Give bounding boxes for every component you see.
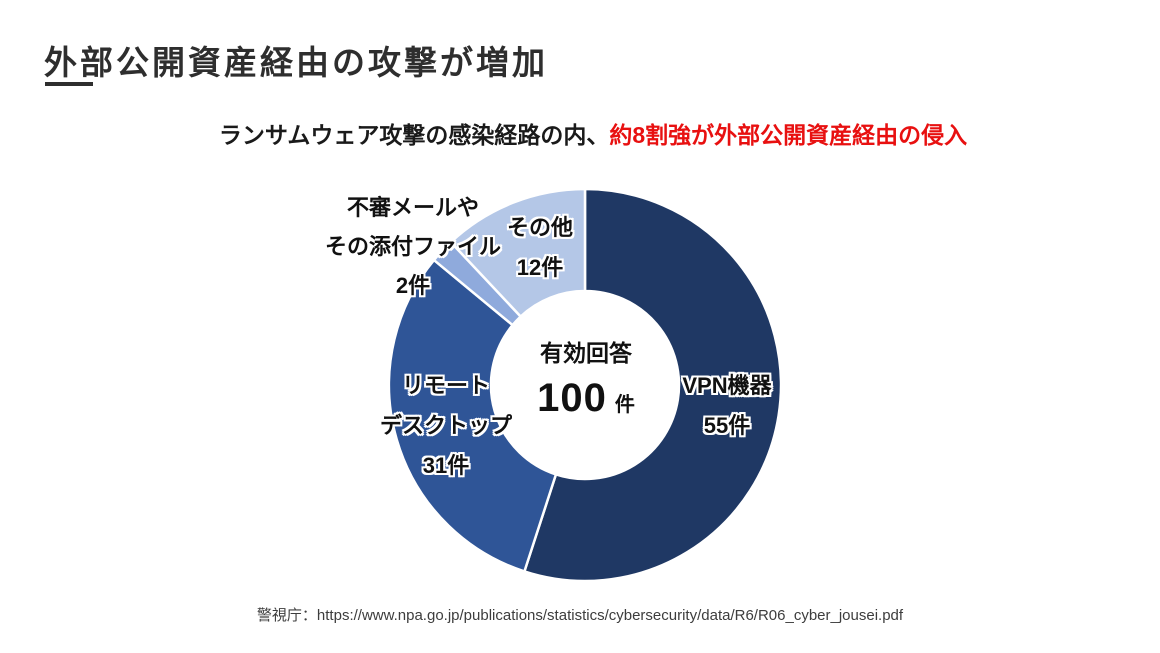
donut-segment-remote-desktop bbox=[387, 258, 558, 573]
subtitle: ランサムウェア攻撃の感染経路の内、約8割強が外部公開資産経由の侵入 bbox=[13, 116, 1160, 150]
center-label-unit: 件 bbox=[614, 394, 635, 416]
donut-center-label: 有効回答 100 件 bbox=[476, 336, 696, 429]
segment-label-mail-line1: 不審メールや bbox=[346, 195, 479, 220]
segment-label-vpn: VPN機器 55件 bbox=[627, 366, 827, 446]
segment-label-vpn-value: 55件 bbox=[703, 413, 751, 438]
subtitle-normal: ランサムウェア攻撃の感染経路の内、 bbox=[218, 122, 610, 148]
page-title: 外部公開資産経由の攻撃が増加 bbox=[44, 44, 548, 81]
segment-label-remote-value: 31件 bbox=[422, 453, 470, 478]
segment-label-other-value: 12件 bbox=[516, 255, 564, 280]
segment-label-remote-desktop: リモート デスクトップ 31件 bbox=[346, 366, 546, 486]
segment-label-remote-line1: リモート bbox=[401, 373, 490, 398]
title-underline bbox=[45, 82, 93, 86]
segment-label-mail-value: 2件 bbox=[395, 273, 431, 298]
segment-label-vpn-name: VPN機器 bbox=[682, 373, 772, 398]
donut-segment-other bbox=[449, 187, 587, 318]
segment-label-other-name: その他 bbox=[506, 215, 573, 240]
center-label-value: 100 bbox=[537, 376, 607, 420]
segment-label-remote-line2: デスクトップ bbox=[379, 413, 512, 438]
segment-label-mail-line2: その添付ファイル bbox=[324, 234, 501, 259]
segment-label-other: その他 12件 bbox=[480, 208, 600, 288]
donut-chart bbox=[387, 187, 783, 583]
center-label-value-row: 100 件 bbox=[476, 376, 696, 429]
subtitle-highlight: 約8割強が外部公開資産経由の侵入 bbox=[609, 122, 968, 148]
center-label-title: 有効回答 bbox=[540, 340, 632, 366]
donut-segment-vpn bbox=[523, 187, 783, 583]
source-citation: 警視庁：https://www.npa.go.jp/publications/s… bbox=[256, 607, 904, 624]
segment-label-suspicious-mail: 不審メールや その添付ファイル 2件 bbox=[303, 188, 523, 305]
